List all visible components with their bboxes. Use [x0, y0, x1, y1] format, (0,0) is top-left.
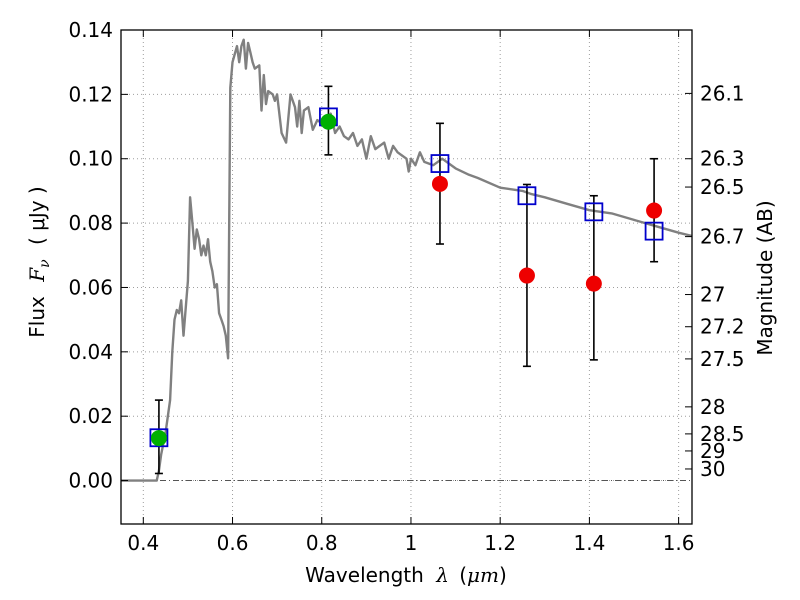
y2-axis-label: Magnitude (AB) — [753, 200, 777, 355]
y-tick-label: 0.00 — [68, 469, 113, 493]
x-tick-label: 1.4 — [573, 531, 605, 555]
y-tick-label: 0.04 — [68, 340, 113, 364]
x-tick-label: 0.8 — [306, 531, 338, 555]
y-tick-label: 0.10 — [68, 147, 113, 171]
y-axis-label-text: Flux — [25, 296, 49, 338]
y2-tick-label: 26.3 — [700, 147, 745, 171]
x-tick-label: 0.6 — [217, 531, 249, 555]
x-axis-label-text: Wavelength — [305, 563, 424, 587]
y-tick-label: 0.08 — [68, 211, 113, 235]
y2-tick-label: 27.5 — [700, 347, 745, 371]
x-tick-label: 0.4 — [127, 531, 159, 555]
y-axis-label: Flux Fν ( μJy ) — [25, 186, 54, 337]
measurement-point — [518, 267, 535, 284]
x-axis-label: Wavelength λ (μm) — [305, 563, 507, 587]
x-axis-label-unit: μm — [467, 563, 499, 587]
measurement-point — [585, 275, 602, 292]
x-axis-label-symbol: λ — [435, 563, 449, 587]
measurement-point — [646, 202, 663, 219]
detection-point — [150, 430, 167, 447]
model-band-marker — [584, 202, 604, 222]
y-tick-label: 0.12 — [68, 82, 113, 106]
y2-tick-label: 28 — [700, 395, 725, 419]
x-axis-label-unit-open: ( — [459, 563, 467, 587]
x-tick-label: 1.2 — [484, 531, 516, 555]
y2-tick-label: 26.7 — [700, 225, 745, 249]
axis-ticks: 0.4 0.6 0.8 1 1.2 1.4 1.6 0.00 0.02 0.04 0.06 0.08 0… — [68, 18, 744, 555]
y-tick-label: 0.06 — [68, 275, 113, 299]
x-tick-label: 1.6 — [663, 531, 695, 555]
y-axis-label-unit: ( μJy ) — [25, 186, 49, 245]
plot-background — [121, 30, 692, 524]
y2-tick-label: 26.1 — [700, 81, 745, 105]
model-band-marker — [430, 154, 450, 173]
sed-curve — [121, 38, 692, 482]
y2-tick-label: 26.5 — [700, 175, 745, 199]
y-tick-label: 0.02 — [68, 404, 113, 428]
sed-curve-group — [121, 38, 692, 482]
model-band-marker — [644, 221, 664, 241]
model-band-marker — [517, 186, 537, 206]
x-tick-label: 1 — [405, 531, 418, 555]
detection-point — [320, 113, 337, 130]
y2-tick-label: 27.2 — [700, 315, 745, 339]
y2-tick-label: 30 — [700, 457, 725, 481]
y-tick-label: 0.14 — [68, 18, 113, 42]
y-axis-label-subscript: ν — [37, 259, 53, 268]
y2-tick-label: 27 — [700, 283, 725, 307]
y2-tick-label: 29 — [700, 439, 725, 463]
model-band-marker — [149, 428, 169, 448]
plot-frame — [120, 29, 693, 525]
x-axis-label-unit-close: ) — [499, 563, 507, 587]
y-axis-label-symbol: F — [25, 267, 49, 283]
data-markers — [149, 107, 664, 448]
measurement-point — [431, 175, 448, 192]
y2-tick-label: 28.5 — [700, 422, 745, 446]
